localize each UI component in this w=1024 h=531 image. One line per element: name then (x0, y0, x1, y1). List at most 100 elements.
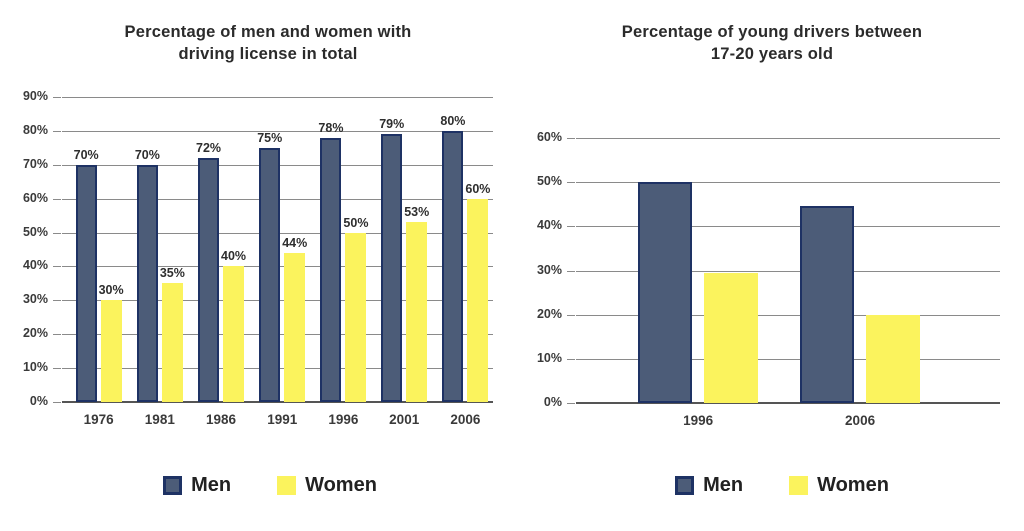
gridline-20 (576, 314, 1000, 316)
bar-value-label: 72% (196, 141, 222, 155)
left-chart-plot: 0% 10% 20% 30% 40% 50% 60% 70% 80% 90% 70% 30% 1976 7… (23, 89, 493, 427)
bar-value-label: 78% (318, 120, 344, 135)
y-tick-mark (53, 164, 61, 166)
bar-men-1996 (320, 137, 342, 402)
bar-women-1986 (223, 266, 245, 402)
right-chart-plot: 0% 10% 20% 30% 40% 50% 60% 1996 2006 (537, 130, 1000, 428)
y-tick-label: 40% (536, 218, 562, 233)
x-tick-label-1996: 1996 (683, 413, 714, 428)
y-tick-label: 30% (536, 262, 562, 277)
bar-women-1976 (100, 300, 122, 402)
women-legend-label: Women (305, 473, 377, 496)
right-chart-title-line1: Percentage of young drivers between (621, 23, 923, 41)
y-tick-mark (567, 138, 575, 139)
bar-value-label: 30% (98, 283, 124, 298)
y-tick-mark (53, 97, 61, 98)
gridline-80 (62, 130, 493, 132)
bar-women-1996 (704, 272, 759, 403)
right-chart-title-line2: 17-20 years old (710, 45, 834, 64)
gridline-10 (576, 358, 1000, 360)
bar-men-1981 (136, 164, 158, 402)
y-tick-label: 90% (22, 89, 48, 103)
x-tick-label-1996: 1996 (328, 412, 359, 427)
bar-women-1981 (161, 283, 183, 402)
y-tick-mark (53, 232, 61, 234)
y-tick-mark (53, 402, 61, 403)
gridline-40 (576, 226, 1000, 228)
bar-men-2001 (381, 134, 403, 402)
bar-men-1996 (638, 182, 693, 403)
y-tick-label: 10% (536, 350, 562, 365)
bar-value-label: 80% (440, 113, 466, 128)
x-tick-label-2006: 2006 (845, 413, 876, 428)
bar-men-2006 (800, 206, 855, 403)
y-tick-label: 50% (536, 174, 562, 189)
y-tick-label: 30% (22, 292, 48, 307)
y-tick-label: 40% (22, 258, 48, 273)
legend-item-women: Women (277, 474, 377, 497)
y-tick-mark (53, 266, 61, 268)
gridline-30 (576, 270, 1000, 272)
bar-value-label: 70% (134, 147, 160, 162)
bar-value-label: 35% (159, 266, 185, 281)
bar-women-2006 (467, 198, 489, 402)
bar-men-2006 (442, 130, 464, 402)
y-tick-label: 80% (22, 122, 48, 137)
y-tick-mark (53, 368, 61, 370)
y-tick-label: 20% (536, 306, 562, 321)
bar-women-2006 (866, 314, 921, 403)
x-tick-label-2001: 2001 (389, 412, 420, 427)
y-tick-label: 60% (536, 130, 562, 144)
gridline-0 (576, 402, 1000, 404)
y-tick-mark (53, 300, 61, 302)
y-tick-label: 0% (29, 394, 48, 408)
legend-item-men: Men (163, 474, 231, 497)
left-chart-legend: Men Women (70, 470, 470, 500)
y-tick-mark (53, 334, 61, 336)
y-tick-mark (567, 403, 575, 404)
bar-men-1991 (259, 147, 281, 402)
men-legend-label: Men (703, 473, 744, 496)
left-chart-title: Percentage of men and women with driving… (68, 21, 468, 66)
y-tick-mark (567, 314, 575, 316)
right-chart-title: Percentage of young drivers between 17-2… (572, 21, 972, 66)
bar-value-label: 70% (73, 147, 99, 162)
gridline-0 (62, 401, 493, 403)
right-chart-legend: Men Women (582, 470, 982, 500)
bar-value-label: 75% (257, 130, 283, 145)
bar-men-1976 (75, 164, 97, 402)
legend-item-men: Men (675, 474, 743, 497)
gridline-50 (576, 182, 1000, 184)
y-tick-mark (567, 182, 575, 184)
men-legend-label: Men (191, 473, 232, 496)
y-tick-mark (53, 198, 61, 200)
x-tick-label-1986: 1986 (206, 412, 237, 427)
y-tick-mark (567, 270, 575, 272)
bar-women-1991 (284, 252, 306, 402)
bar-value-label: 50% (343, 215, 369, 230)
y-tick-label: 60% (22, 190, 48, 205)
bar-women-2001 (406, 222, 428, 402)
y-tick-label: 50% (22, 224, 48, 239)
y-tick-label: 20% (22, 326, 48, 341)
women-legend-swatch (277, 475, 297, 495)
men-legend-swatch (163, 475, 183, 495)
y-tick-mark (53, 130, 61, 132)
x-tick-label-1981: 1981 (144, 412, 175, 427)
bar-value-label: 79% (379, 117, 405, 132)
y-tick-mark (567, 358, 575, 360)
bar-value-label: 53% (404, 205, 430, 220)
x-tick-label-1991: 1991 (267, 412, 298, 427)
men-legend-swatch (675, 475, 695, 495)
gridline-90 (62, 97, 493, 98)
y-tick-label: 70% (22, 156, 48, 171)
bar-women-1996 (345, 232, 367, 402)
bar-value-label: 60% (465, 181, 491, 196)
bar-men-1986 (198, 158, 220, 402)
bar-value-label: 44% (282, 235, 308, 250)
left-chart-title-line2: driving license in total (178, 45, 358, 64)
women-legend-label: Women (817, 473, 889, 496)
bar-value-label: 40% (221, 249, 247, 264)
x-tick-label-1976: 1976 (83, 412, 114, 427)
